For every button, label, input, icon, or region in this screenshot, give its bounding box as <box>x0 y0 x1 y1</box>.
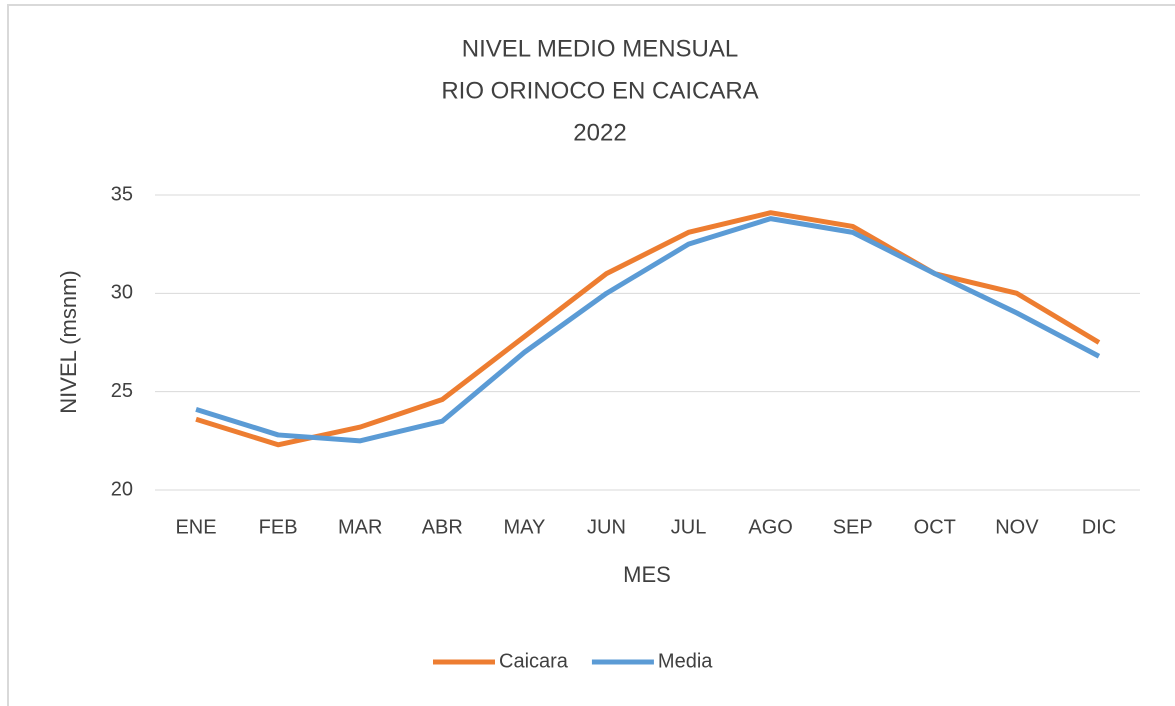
line-series <box>195 210 1101 448</box>
x-axis-label: MES <box>623 562 671 587</box>
x-tick-label: MAR <box>338 516 382 538</box>
x-tick-label: JUN <box>587 516 626 538</box>
y-tick-label: 25 <box>111 380 133 402</box>
y-tick-label: 30 <box>111 282 133 304</box>
chart-title: NIVEL MEDIO MENSUAL <box>462 35 739 62</box>
legend-label: Caicara <box>499 650 569 672</box>
x-tick-label: SEP <box>833 516 873 538</box>
x-tick-label: NOV <box>995 516 1039 538</box>
chart-title: 2022 <box>573 119 626 146</box>
x-tick-label: AGO <box>748 516 792 538</box>
legend-label: Media <box>658 650 713 672</box>
x-tick-label: ABR <box>422 516 463 538</box>
x-tick-label: DIC <box>1082 516 1116 538</box>
x-tick-label: MAY <box>503 516 545 538</box>
x-tick-label: JUL <box>671 516 707 538</box>
chart-title: RIO ORINOCO EN CAICARA <box>441 77 758 104</box>
chart-frame <box>7 4 1175 706</box>
y-tick-label: 35 <box>111 183 133 205</box>
x-tick-label: OCT <box>914 516 956 538</box>
y-tick-label: 20 <box>111 478 133 500</box>
y-axis-label: NIVEL (msnm) <box>56 270 81 413</box>
line-series <box>195 216 1101 444</box>
x-tick-label: ENE <box>175 516 216 538</box>
x-tick-label: FEB <box>259 516 298 538</box>
